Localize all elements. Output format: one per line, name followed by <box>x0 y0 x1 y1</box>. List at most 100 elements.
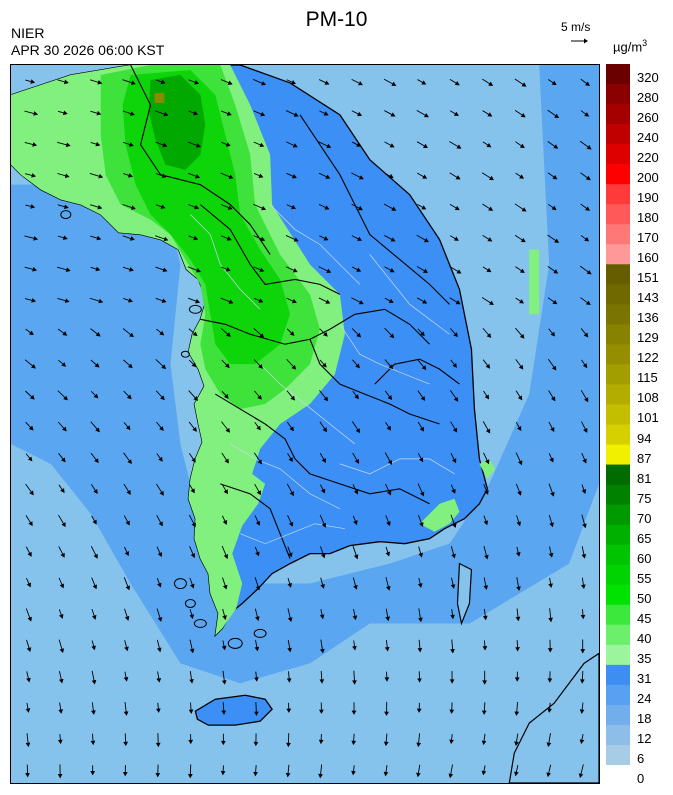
wind-arrowhead <box>62 110 68 116</box>
wind-arrowhead <box>387 459 393 465</box>
wind-arrowhead <box>93 489 98 494</box>
legend-swatch <box>606 104 630 125</box>
wind-arrowhead <box>63 395 68 401</box>
wind-arrowhead <box>417 678 422 683</box>
legend-swatch <box>606 304 630 325</box>
wind-arrowhead <box>189 678 194 684</box>
wind-arrowhead <box>193 235 199 241</box>
wind-arrowhead <box>288 552 293 558</box>
wind-arrowhead <box>62 426 67 432</box>
wind-arrowhead <box>416 708 422 713</box>
wind-arrowhead <box>63 79 69 85</box>
legend-swatch <box>606 384 630 405</box>
wind-arrowhead <box>255 585 261 591</box>
legend-swatch <box>606 444 630 466</box>
wind-arrowhead <box>357 81 363 86</box>
wind-arrowhead <box>483 585 489 590</box>
wind-arrowhead <box>221 680 227 685</box>
wind-arrowhead <box>488 81 494 86</box>
legend-label: 40 <box>637 630 652 646</box>
wind-arrowhead <box>421 365 427 371</box>
wind-arrowhead <box>287 647 292 653</box>
wind-arrowhead <box>125 520 130 526</box>
wind-arrowhead <box>451 488 456 494</box>
wind-arrowhead <box>319 614 325 620</box>
wind-arrowhead <box>551 365 557 371</box>
wind-arrowhead <box>586 145 592 150</box>
wind-arrowhead <box>91 679 97 685</box>
wind-arrowhead <box>456 144 462 149</box>
legend-swatch <box>606 524 630 546</box>
legend-swatch <box>606 604 630 626</box>
wind-arrowhead <box>253 741 259 747</box>
wind-arrowhead <box>122 772 128 777</box>
wind-arrowhead <box>292 143 298 148</box>
wind-arrowhead <box>517 490 522 496</box>
wind-arrowhead <box>390 237 396 242</box>
legend-swatch <box>606 344 630 365</box>
wind-arrowhead <box>30 79 36 84</box>
jeju-island <box>194 694 273 726</box>
wind-arrowhead <box>254 677 259 682</box>
wind-arrowhead <box>156 647 162 653</box>
wind-arrowhead <box>550 331 555 337</box>
wind-arrowhead <box>489 175 494 181</box>
wind-arrowhead <box>323 396 329 402</box>
wind-arrowhead <box>288 521 294 527</box>
wind-arrowhead <box>33 236 39 241</box>
wind-arrowhead <box>351 740 357 746</box>
wind-arrowhead <box>225 267 231 272</box>
wind-arrowhead <box>389 143 395 148</box>
wind-arrowhead <box>161 173 167 179</box>
wind-arrowhead <box>515 647 520 652</box>
wind-arrowhead <box>516 426 522 431</box>
wind-arrowhead <box>30 204 36 209</box>
wind-arrowhead <box>61 362 67 367</box>
wind-arrowhead <box>385 616 391 622</box>
legend-swatch <box>606 664 630 686</box>
legend-swatch <box>606 324 630 345</box>
wind-arrowhead <box>222 615 227 621</box>
wind-arrowhead <box>323 111 329 116</box>
wind-arrowhead <box>550 427 555 433</box>
legend-label: 136 <box>637 310 659 326</box>
wind-arrowhead <box>417 583 423 588</box>
wind-arrowhead <box>322 427 328 433</box>
legend-label: 18 <box>637 710 652 726</box>
wind-arrowhead <box>227 80 233 85</box>
wind-arrowhead <box>31 364 36 369</box>
wind-arrowhead <box>579 709 585 714</box>
wind-arrowhead <box>453 332 458 337</box>
wind-arrowhead <box>125 425 131 431</box>
wind-arrowhead <box>196 268 201 273</box>
wind-arrowhead <box>194 204 200 210</box>
wind-arrowhead <box>584 236 590 242</box>
wind-arrowhead <box>28 330 34 336</box>
wind-arrowhead <box>521 82 527 87</box>
wind-arrowhead <box>358 175 364 180</box>
wind-arrowhead <box>90 771 96 776</box>
wind-arrowhead <box>192 426 197 432</box>
wind-arrowhead <box>130 205 136 210</box>
wind-arrowhead <box>553 269 559 274</box>
unit-exponent: 3 <box>642 38 648 48</box>
legend-swatch <box>606 64 630 85</box>
wind-arrowhead <box>28 425 34 431</box>
wind-arrowhead <box>259 142 265 148</box>
wind-arrowhead <box>455 299 461 305</box>
wind-arrowhead <box>356 267 362 272</box>
wind-arrowhead <box>126 489 131 495</box>
wind-arrowhead <box>261 81 267 86</box>
wind-arrowhead <box>256 425 261 431</box>
wind-arrowhead <box>59 648 65 654</box>
wind-arrowhead <box>385 585 391 591</box>
wind-arrowhead <box>388 364 394 370</box>
wind-arrowhead <box>421 205 427 210</box>
wind-arrowhead <box>452 458 457 464</box>
wind-arrowhead <box>293 112 299 117</box>
wind-vectors <box>24 78 592 779</box>
wind-arrowhead <box>421 80 427 85</box>
pm-green-east-island <box>529 249 540 315</box>
wind-arrowhead <box>254 646 260 652</box>
wind-arrowhead <box>554 113 560 119</box>
